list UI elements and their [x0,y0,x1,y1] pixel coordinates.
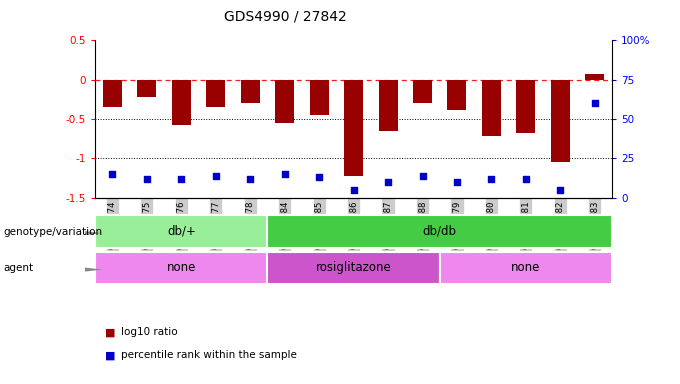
Point [176,176,187,182]
Point [107,171,118,177]
Point [520,176,531,182]
Point [210,173,221,179]
Bar [516,80,535,133]
Text: none: none [511,262,541,274]
Text: log10 ratio: log10 ratio [121,327,177,337]
Polygon shape [85,231,103,235]
Point [486,176,497,182]
Bar [585,74,605,80]
Text: agent: agent [3,263,33,273]
Bar [275,80,294,123]
Point [348,187,359,193]
Bar [379,80,398,131]
Bar [344,80,363,176]
Bar [206,80,225,107]
Text: db/+: db/+ [167,225,196,238]
Text: none: none [167,262,196,274]
Text: ■: ■ [105,327,116,337]
Text: GDS4990 / 27842: GDS4990 / 27842 [224,10,347,23]
Text: ■: ■ [105,350,116,360]
Bar [551,80,570,162]
Text: genotype/variation: genotype/variation [3,227,103,237]
Bar [482,80,501,136]
Point [383,179,394,185]
Point [590,100,600,106]
Bar [137,80,156,97]
Polygon shape [85,268,103,271]
Bar [267,252,440,284]
Point [452,179,462,185]
Bar [413,80,432,103]
Point [555,187,566,193]
Bar [309,80,328,115]
Text: db/db: db/db [423,225,457,238]
Bar [447,80,466,109]
Bar [440,252,612,284]
Point [417,173,428,179]
Point [245,176,256,182]
Bar [95,215,267,248]
Bar [267,215,612,248]
Text: rosiglitazone: rosiglitazone [316,262,392,274]
Bar [103,80,122,107]
Bar [241,80,260,103]
Point [279,171,290,177]
Text: percentile rank within the sample: percentile rank within the sample [121,350,297,360]
Bar [172,80,191,125]
Point [313,174,324,180]
Point [141,176,152,182]
Bar [95,252,267,284]
